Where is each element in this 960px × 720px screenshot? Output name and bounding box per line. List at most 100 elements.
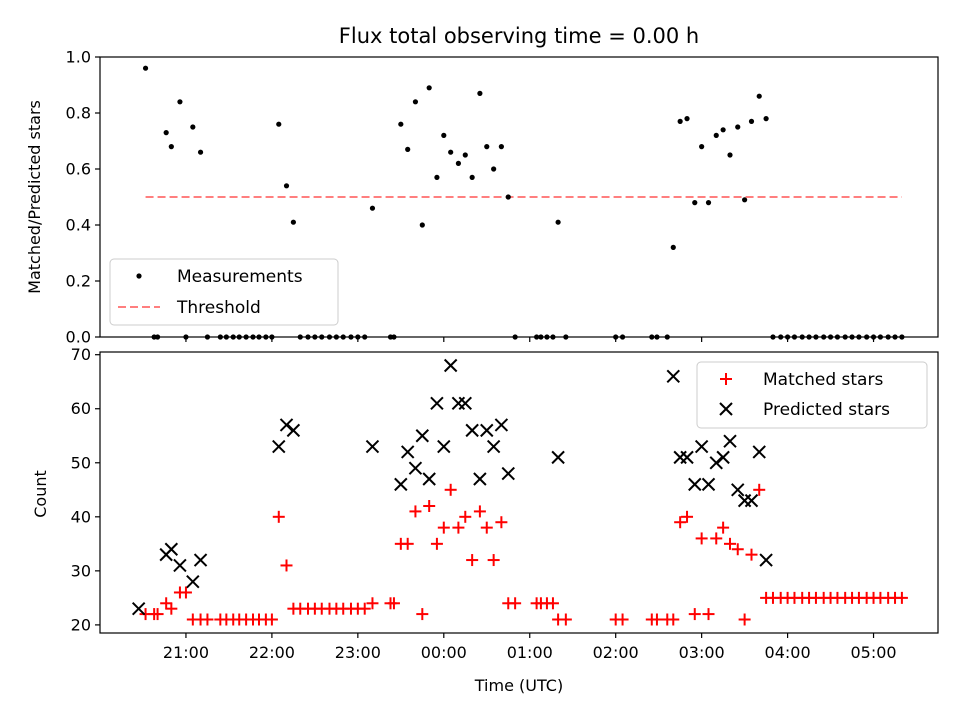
legend-measurements-label: Measurements: [177, 267, 303, 287]
matched-star-point: [753, 483, 766, 496]
matched-star-point: [745, 548, 758, 561]
top-y-tick-label: 0.2: [66, 272, 91, 291]
bottom-y-axis-label: Count: [31, 470, 50, 518]
legend-threshold-label: Threshold: [176, 298, 261, 318]
bottom-y-tick-label: 20: [71, 615, 91, 634]
matched-star-point: [731, 543, 744, 556]
predicted-star-point: [422, 472, 436, 486]
measurement-point: [276, 121, 282, 127]
measurement-point: [426, 85, 432, 91]
matched-star-point: [487, 554, 500, 567]
predicted-star-point: [680, 450, 694, 465]
matched-star-point: [546, 597, 559, 610]
measurement-point: [491, 166, 497, 172]
top-y-tick-label: 1.0: [66, 48, 91, 67]
bottom-y-tick-label: 70: [71, 345, 91, 364]
predicted-star-point: [437, 439, 451, 454]
predicted-star-point: [551, 450, 565, 465]
measurement-point: [713, 132, 719, 138]
predicted-star-point: [716, 450, 730, 465]
measurement-point: [462, 152, 468, 158]
matched-star-point: [160, 597, 173, 610]
predicted-star-point: [164, 542, 179, 556]
matched-star-point: [495, 516, 508, 529]
measurement-point: [677, 118, 683, 124]
top-y-tick-label: 0.8: [66, 104, 91, 123]
bottom-y-tick-label: 50: [71, 453, 91, 472]
x-tick-label: 21:00: [163, 643, 209, 662]
x-tick-label: 02:00: [593, 643, 639, 662]
matched-star-point: [409, 505, 422, 518]
bottom-axes-frame: [99, 351, 939, 634]
predicted-star-point: [688, 477, 702, 492]
predicted-star-point: [709, 456, 723, 470]
predicted-star-point: [400, 445, 415, 459]
predicted-star-point: [752, 445, 766, 459]
measurement-point: [412, 99, 419, 105]
bottom-x-ticks: 21:00 22:00 23:00 00:00 01:00 02:00 03:00 04:00…: [163, 633, 897, 662]
measurement-point: [477, 90, 483, 96]
measurement-point: [197, 149, 204, 155]
measurement-point: [434, 174, 440, 180]
predicted-star-point: [365, 439, 380, 454]
legend-matched-label: Matched stars: [763, 370, 883, 390]
measurement-point: [692, 200, 698, 206]
measurement-point: [177, 99, 183, 105]
measurement-point: [699, 144, 705, 150]
matched-star-point: [280, 559, 293, 572]
matched-star-point: [401, 537, 414, 550]
matched-star-point: [667, 613, 680, 626]
matched-star-point: [452, 521, 465, 534]
predicted-star-point: [744, 493, 759, 508]
matched-star-point: [430, 537, 443, 550]
legend-matched-marker: [720, 373, 732, 385]
predicted-star-point: [465, 423, 479, 438]
matched-star-point: [358, 602, 371, 615]
predicted-star-point: [186, 574, 200, 589]
matched-star-point: [265, 613, 278, 626]
top-axes-frame: [99, 56, 939, 338]
measurement-point: [163, 130, 169, 136]
measurement-point: [727, 152, 733, 158]
bottom-y-tick-label: 40: [71, 507, 91, 526]
predicted-star-point: [731, 483, 745, 497]
matched-star-point: [423, 500, 436, 513]
measurement-point: [555, 219, 561, 225]
measurement-point: [369, 205, 376, 211]
predicted-star-point: [286, 423, 301, 438]
matched-star-point: [688, 608, 701, 621]
matched-star-point: [459, 510, 472, 523]
predicted-star-point: [473, 472, 487, 486]
predicted-star-point: [193, 553, 208, 567]
measurement-point: [684, 116, 690, 122]
bottom-y-ticks: 20 30 40 50 60 70: [71, 345, 100, 634]
predicted-star-point: [486, 439, 501, 454]
top-legend-box: [109, 258, 339, 326]
measurement-point: [748, 118, 755, 124]
matched-star-point: [738, 613, 751, 626]
matched-star-point: [717, 521, 730, 534]
predicted-star-point: [131, 601, 146, 616]
matched-star-point: [681, 510, 694, 523]
predicted-star-point: [173, 558, 187, 573]
matched-star-point: [416, 608, 429, 621]
matched-star-point: [895, 591, 908, 604]
bottom-plot-area: [131, 358, 908, 626]
predicted-star-point: [759, 553, 773, 567]
predicted-star-point: [723, 434, 737, 448]
matched-star-point: [559, 613, 572, 626]
x-tick-label: 00:00: [421, 643, 467, 662]
measurement-point: [705, 200, 712, 206]
matched-star-point: [444, 483, 457, 496]
bottom-y-tick-label: 30: [71, 561, 91, 580]
matched-star-point: [466, 554, 479, 567]
legend-measurements-marker: [136, 273, 142, 279]
predicted-star-point: [272, 439, 286, 454]
predicted-star-point: [458, 396, 472, 411]
measurement-point: [290, 219, 296, 225]
chart-title: Flux total observing time = 0.00 h: [339, 24, 699, 48]
bottom-y-tick-label: 60: [71, 399, 91, 418]
measurement-point: [735, 124, 741, 130]
measurement-point: [398, 121, 404, 127]
